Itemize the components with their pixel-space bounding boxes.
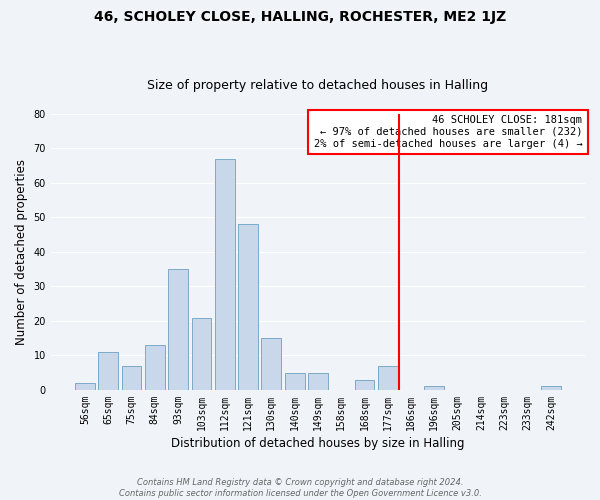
- Bar: [308, 372, 328, 390]
- Bar: [75, 383, 95, 390]
- Bar: [238, 224, 258, 390]
- Bar: [541, 386, 561, 390]
- Text: 46, SCHOLEY CLOSE, HALLING, ROCHESTER, ME2 1JZ: 46, SCHOLEY CLOSE, HALLING, ROCHESTER, M…: [94, 10, 506, 24]
- Bar: [191, 318, 211, 390]
- Bar: [215, 159, 235, 390]
- Text: 46 SCHOLEY CLOSE: 181sqm
← 97% of detached houses are smaller (232)
2% of semi-d: 46 SCHOLEY CLOSE: 181sqm ← 97% of detach…: [314, 116, 583, 148]
- Bar: [424, 386, 444, 390]
- Bar: [285, 372, 305, 390]
- Bar: [378, 366, 398, 390]
- Bar: [145, 345, 165, 390]
- X-axis label: Distribution of detached houses by size in Halling: Distribution of detached houses by size …: [171, 437, 464, 450]
- Bar: [355, 380, 374, 390]
- Bar: [122, 366, 142, 390]
- Bar: [98, 352, 118, 390]
- Y-axis label: Number of detached properties: Number of detached properties: [15, 159, 28, 345]
- Bar: [168, 269, 188, 390]
- Text: Contains HM Land Registry data © Crown copyright and database right 2024.
Contai: Contains HM Land Registry data © Crown c…: [119, 478, 481, 498]
- Bar: [262, 338, 281, 390]
- Title: Size of property relative to detached houses in Halling: Size of property relative to detached ho…: [148, 79, 488, 92]
